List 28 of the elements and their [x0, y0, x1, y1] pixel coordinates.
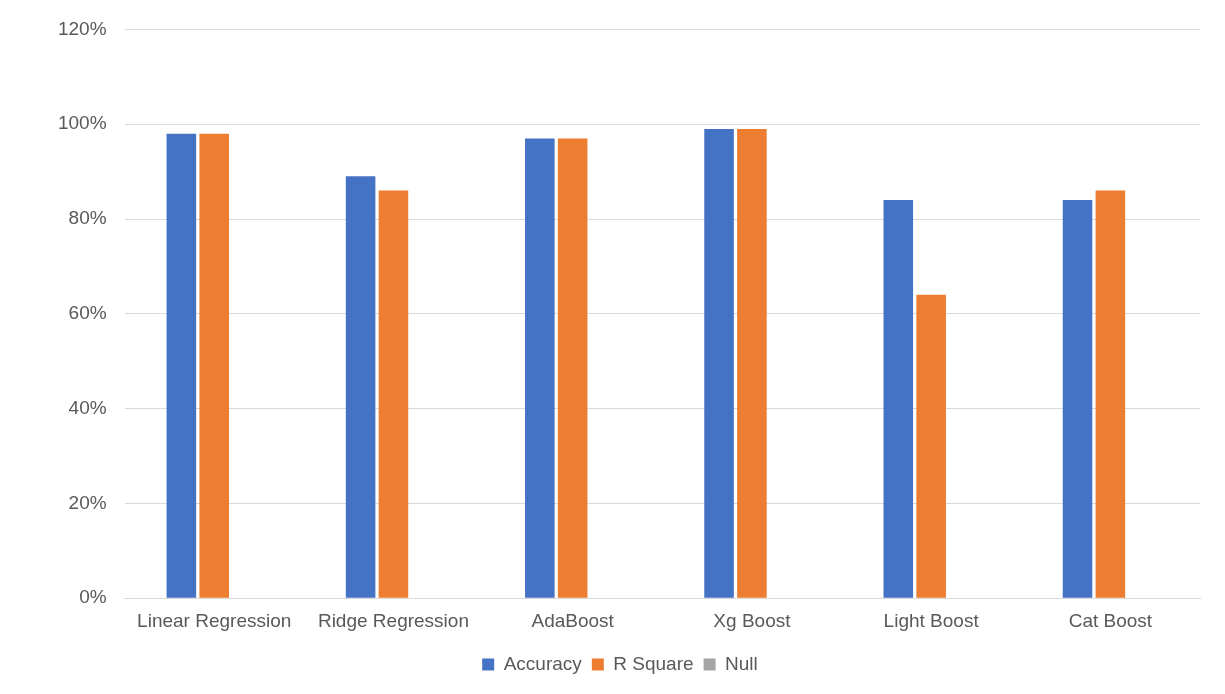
x-tick-label: Light Boost: [883, 609, 980, 631]
bar: [1062, 200, 1093, 598]
bar: [166, 133, 197, 598]
x-tick-label: Cat Boost: [1068, 609, 1153, 631]
bar: [916, 294, 946, 598]
bar: [378, 190, 409, 598]
y-tick-label: 0%: [79, 586, 107, 608]
x-tick-label: Ridge Regression: [317, 609, 469, 631]
legend-label: Accuracy: [503, 652, 583, 674]
bar: [525, 138, 555, 598]
x-tick-label: Linear Regression: [137, 609, 292, 631]
legend-label: Null: [725, 652, 758, 674]
y-tick-label: 20%: [68, 491, 107, 513]
bar: [1095, 190, 1126, 598]
y-tick-label: 100%: [57, 112, 107, 134]
y-tick-label: 80%: [68, 207, 107, 229]
y-tick-label: 60%: [68, 302, 107, 324]
x-tick-label: AdaBoost: [531, 609, 615, 631]
bar: [199, 133, 229, 598]
bar: [345, 176, 376, 598]
bar: [557, 138, 588, 598]
y-tick-label: 120%: [57, 17, 107, 39]
x-tick-label: Xg Boost: [713, 609, 792, 631]
bar: [883, 200, 914, 598]
bar: [704, 128, 734, 598]
legend-label: R Square: [613, 652, 694, 674]
bar: [737, 128, 767, 598]
y-tick-label: 40%: [68, 396, 107, 418]
